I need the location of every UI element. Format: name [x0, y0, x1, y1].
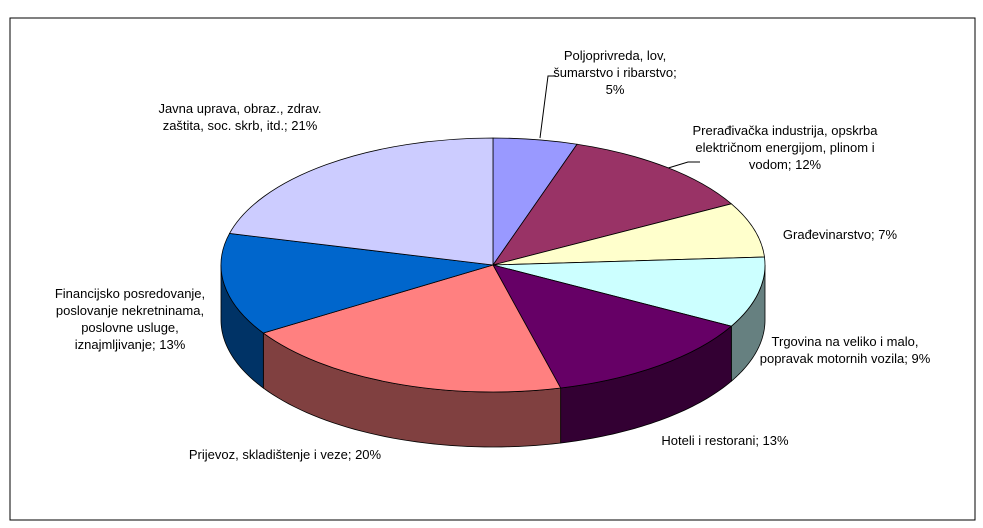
- leader-line: [539, 75, 556, 139]
- slice-label: Javna uprava, obraz., zdrav. zaštita, so…: [158, 101, 322, 133]
- pie-slice: [262, 264, 562, 393]
- slice-label: Prijevoz, skladištenje i veze; 20%: [188, 447, 382, 462]
- pie-slice: [492, 256, 766, 327]
- slice-label: Financijsko posredovanje, poslovanje nek…: [54, 286, 206, 352]
- pie-slice: [492, 143, 733, 266]
- slice-label: Poljoprivreda, lov, šumarstvo i ribarstv…: [553, 48, 677, 97]
- pie-slice: [492, 203, 765, 266]
- pie-slice: [492, 264, 733, 389]
- slice-label: Prerađivačka industrija, opskrba elektri…: [692, 123, 878, 172]
- slice-label: Hoteli i restorani; 13%: [661, 433, 789, 448]
- slice-label: Građevinarstvo; 7%: [782, 227, 898, 242]
- slice-label: Trgovina na veliko i malo, popravak moto…: [759, 334, 931, 366]
- pie-slice: [228, 137, 494, 266]
- pie-slice: [220, 232, 494, 334]
